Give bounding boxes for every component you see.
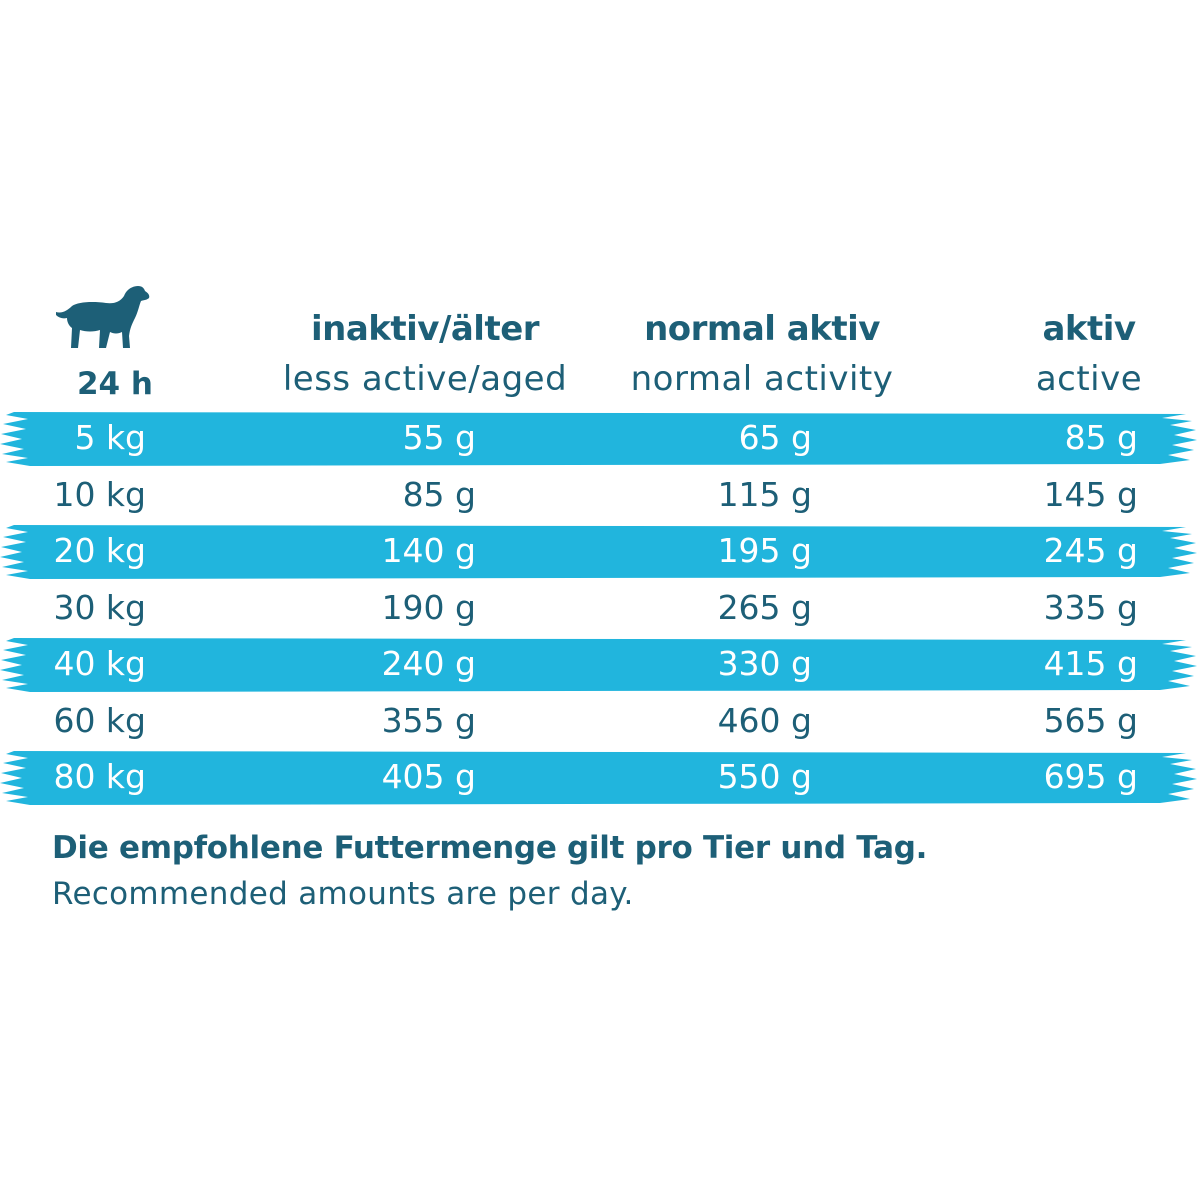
amount-cell: 415 g (1043, 644, 1138, 683)
weight-cell: 30 kg (53, 587, 146, 627)
brush-stripe (0, 525, 1197, 579)
column-header-inactive-en: less active/aged (282, 359, 568, 399)
weight-cell: 10 kg (53, 474, 146, 514)
amount-cell: 405 g (381, 757, 476, 796)
column-header-inactive-de: inaktiv/älter (310, 309, 540, 349)
amount-cell: 265 g (717, 587, 812, 627)
weight-cell: 60 kg (53, 700, 146, 740)
table-row: 10 kg 85 g 115 g 145 g (0, 467, 1200, 523)
table-row: 40 kg 240 g 330 g 415 g (0, 636, 1200, 692)
amount-cell: 240 g (381, 644, 476, 683)
column-header-active: aktiv active (1006, 312, 1172, 396)
weight-cell: 40 kg (53, 644, 146, 683)
amount-cell: 245 g (1043, 531, 1138, 570)
amount-cell: 65 g (738, 418, 812, 457)
amount-cell: 85 g (402, 474, 476, 514)
footnote-en: Recommended amounts are per day. (52, 876, 634, 912)
brush-stripe (0, 412, 1197, 466)
column-header-normal-de: normal aktiv (644, 309, 880, 349)
amount-cell: 460 g (717, 700, 812, 740)
amount-cell: 330 g (717, 644, 812, 683)
amount-cell: 550 g (717, 757, 812, 796)
table-row: 80 kg 405 g 550 g 695 g (0, 749, 1200, 805)
column-header-normal-en: normal activity (630, 359, 894, 399)
amount-cell: 145 g (1043, 474, 1138, 514)
column-header-inactive: inaktiv/älter less active/aged (262, 312, 588, 396)
amount-cell: 140 g (381, 531, 476, 570)
table-row: 20 kg 140 g 195 g 245 g (0, 523, 1200, 579)
amount-cell: 565 g (1043, 700, 1138, 740)
brush-stripe (0, 638, 1197, 692)
column-header-active-en: active (1035, 359, 1143, 399)
amount-cell: 335 g (1043, 587, 1138, 627)
column-header-normal: normal aktiv normal activity (612, 312, 912, 396)
table-row: 5 kg 55 g 65 g 85 g (0, 410, 1200, 466)
amount-cell: 85 g (1064, 418, 1138, 457)
column-header-active-de: aktiv (1042, 309, 1136, 349)
amount-cell: 355 g (381, 700, 476, 740)
amount-cell: 190 g (381, 587, 476, 627)
weight-cell: 5 kg (74, 418, 146, 457)
amount-cell: 55 g (402, 418, 476, 457)
table-row: 60 kg 355 g 460 g 565 g (0, 693, 1200, 749)
amount-cell: 195 g (717, 531, 812, 570)
amount-cell: 115 g (717, 474, 812, 514)
period-label: 24 h (76, 366, 153, 402)
dog-icon (56, 286, 150, 348)
brush-stripe (0, 751, 1197, 805)
footnote-de: Die empfohlene Futtermenge gilt pro Tier… (52, 830, 928, 866)
weight-cell: 80 kg (53, 757, 146, 796)
amount-cell: 695 g (1043, 757, 1138, 796)
weight-cell: 20 kg (53, 531, 146, 570)
table-row: 30 kg 190 g 265 g 335 g (0, 580, 1200, 636)
